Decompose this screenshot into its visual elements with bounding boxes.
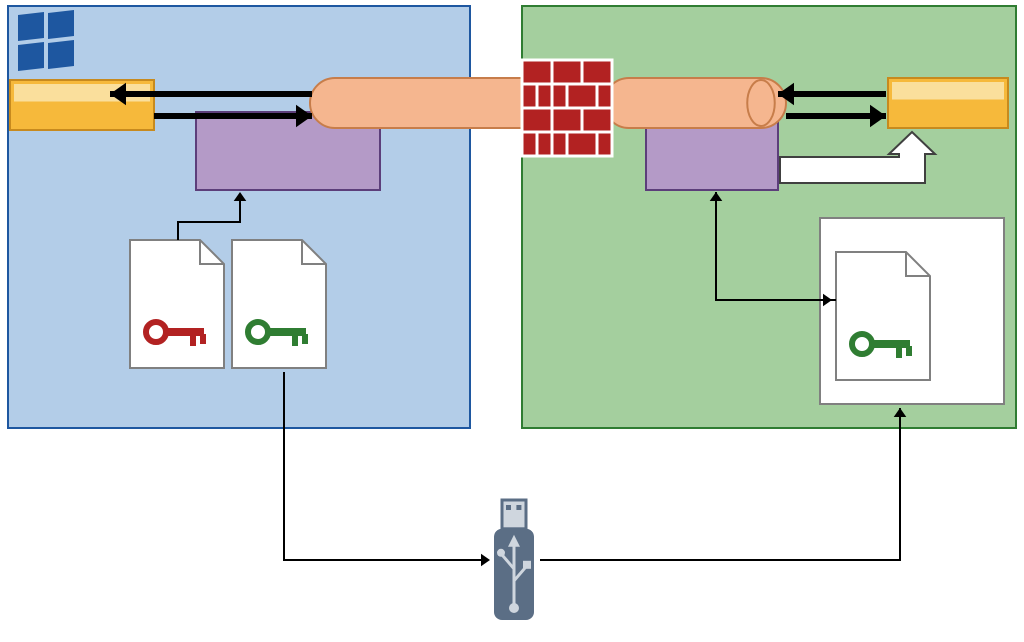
usb-drive-icon xyxy=(494,500,534,620)
doc-right-green xyxy=(836,252,930,380)
diagram-canvas xyxy=(0,0,1024,642)
firewall-icon xyxy=(522,60,612,156)
connector-usb-to-rightbox xyxy=(540,408,900,560)
left-app-box xyxy=(10,80,154,130)
doc-left-red xyxy=(130,240,224,368)
right-app-box xyxy=(888,78,1008,128)
right-tunnel-cap xyxy=(747,80,775,126)
doc-left-green xyxy=(232,240,326,368)
